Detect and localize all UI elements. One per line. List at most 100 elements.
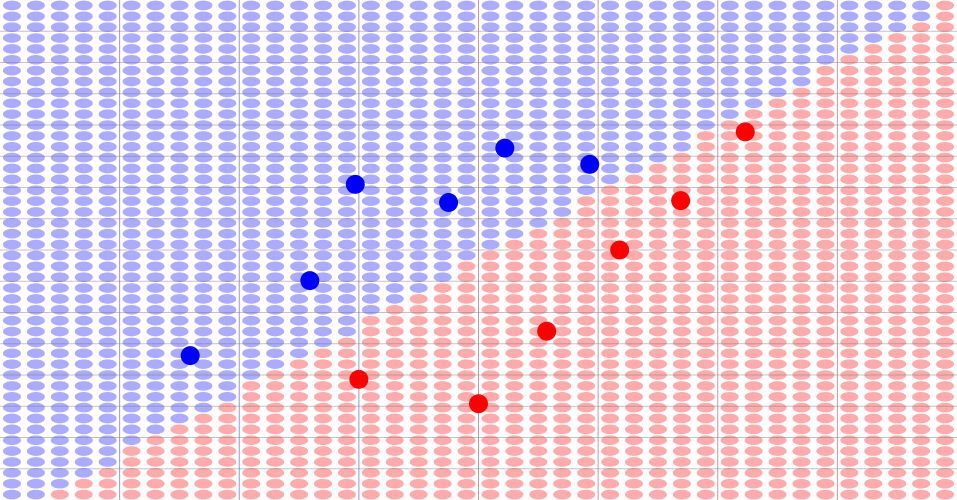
region-dot-blue [242, 0, 261, 11]
region-dot-red [912, 478, 931, 489]
region-dot-blue [50, 76, 69, 87]
region-dot-blue [2, 98, 21, 109]
region-dot-blue [194, 163, 213, 174]
data-point-blue [300, 271, 320, 291]
region-dot-blue [266, 196, 285, 206]
region-dot-red [864, 478, 883, 489]
region-dot-blue [457, 11, 476, 22]
region-dot-red [481, 381, 500, 391]
region-dot-blue [194, 239, 213, 250]
region-dot-blue [290, 239, 309, 250]
region-dot-blue [266, 261, 285, 272]
region-dot-red [744, 272, 763, 282]
region-dot-red [385, 468, 404, 478]
region-dot-red [481, 337, 500, 348]
region-dot-blue [218, 272, 237, 282]
region-dot-blue [433, 120, 452, 130]
region-dot-blue [194, 283, 213, 293]
region-dot-red [888, 33, 907, 43]
region-dot-red [792, 435, 811, 446]
region-dot-blue [385, 44, 404, 54]
region-dot-blue [385, 283, 404, 293]
region-dot-blue [361, 98, 380, 109]
region-dot-blue [505, 22, 524, 32]
region-dot-red [792, 348, 811, 359]
region-dot-blue [409, 152, 428, 163]
region-dot-blue [50, 239, 69, 250]
region-dot-red [577, 228, 596, 239]
region-dot-blue [242, 228, 261, 239]
region-dot-red [888, 109, 907, 119]
region-dot-blue [337, 326, 356, 337]
region-dot-blue [361, 185, 380, 196]
region-dot-red [409, 413, 428, 424]
region-dot-blue [146, 65, 165, 76]
region-dot-blue [266, 185, 285, 196]
region-dot-blue [529, 109, 548, 119]
region-dot-red [768, 457, 787, 467]
region-dot-blue [385, 239, 404, 250]
region-dot-blue [50, 424, 69, 435]
region-dot-blue [242, 337, 261, 348]
region-dot-red [864, 76, 883, 87]
region-dot-blue [290, 0, 309, 11]
region-dot-blue [433, 174, 452, 185]
region-dot-blue [313, 44, 332, 54]
region-dot-blue [744, 65, 763, 76]
region-dot-red [912, 337, 931, 348]
region-dot-blue [74, 174, 93, 185]
region-dot-blue [242, 141, 261, 152]
region-dot-blue [218, 359, 237, 369]
region-dot-blue [26, 261, 45, 272]
region-dot-red [361, 435, 380, 446]
region-dot-blue [266, 326, 285, 337]
region-dot-red [672, 446, 691, 456]
region-dot-red [864, 228, 883, 239]
region-dot-red [912, 304, 931, 315]
region-dot-red [601, 304, 620, 315]
region-dot-red [720, 294, 739, 304]
region-dot-red [816, 402, 835, 413]
region-dot-red [696, 337, 715, 348]
region-dot-blue [457, 185, 476, 196]
region-dot-red [290, 424, 309, 435]
region-dot-red [768, 478, 787, 489]
region-dot-red [170, 424, 189, 435]
region-dot-red [696, 152, 715, 163]
region-dot-red [720, 359, 739, 369]
region-dot-blue [553, 11, 572, 22]
region-dot-blue [146, 152, 165, 163]
region-dot-blue [122, 196, 141, 206]
region-dot-blue [457, 163, 476, 174]
region-dot-blue [218, 391, 237, 402]
region-dot-red [936, 87, 955, 98]
region-dot-red [720, 141, 739, 152]
region-dot-blue [98, 65, 117, 76]
region-dot-blue [409, 131, 428, 141]
region-dot-blue [146, 98, 165, 109]
region-dot-red [337, 489, 356, 500]
region-dot-red [625, 457, 644, 467]
region-dot-red [936, 196, 955, 206]
region-dot-blue [577, 109, 596, 119]
region-dot-red [648, 446, 667, 456]
region-dot-blue [672, 109, 691, 119]
region-dot-red [481, 446, 500, 456]
region-dot-red [433, 359, 452, 369]
region-dot-blue [146, 0, 165, 11]
region-dot-red [720, 381, 739, 391]
region-dot-red [601, 283, 620, 293]
data-point-blue [495, 138, 515, 158]
region-dot-blue [457, 174, 476, 185]
region-dot-red [601, 294, 620, 304]
region-dot-red [792, 109, 811, 119]
region-dot-red [792, 207, 811, 217]
region-dot-red [696, 370, 715, 380]
region-dot-blue [98, 272, 117, 282]
region-dot-red [792, 413, 811, 424]
region-dot-red [457, 272, 476, 282]
region-dot-blue [146, 54, 165, 65]
region-dot-blue [529, 54, 548, 65]
region-dot-blue [816, 44, 835, 54]
region-dot-red [457, 294, 476, 304]
